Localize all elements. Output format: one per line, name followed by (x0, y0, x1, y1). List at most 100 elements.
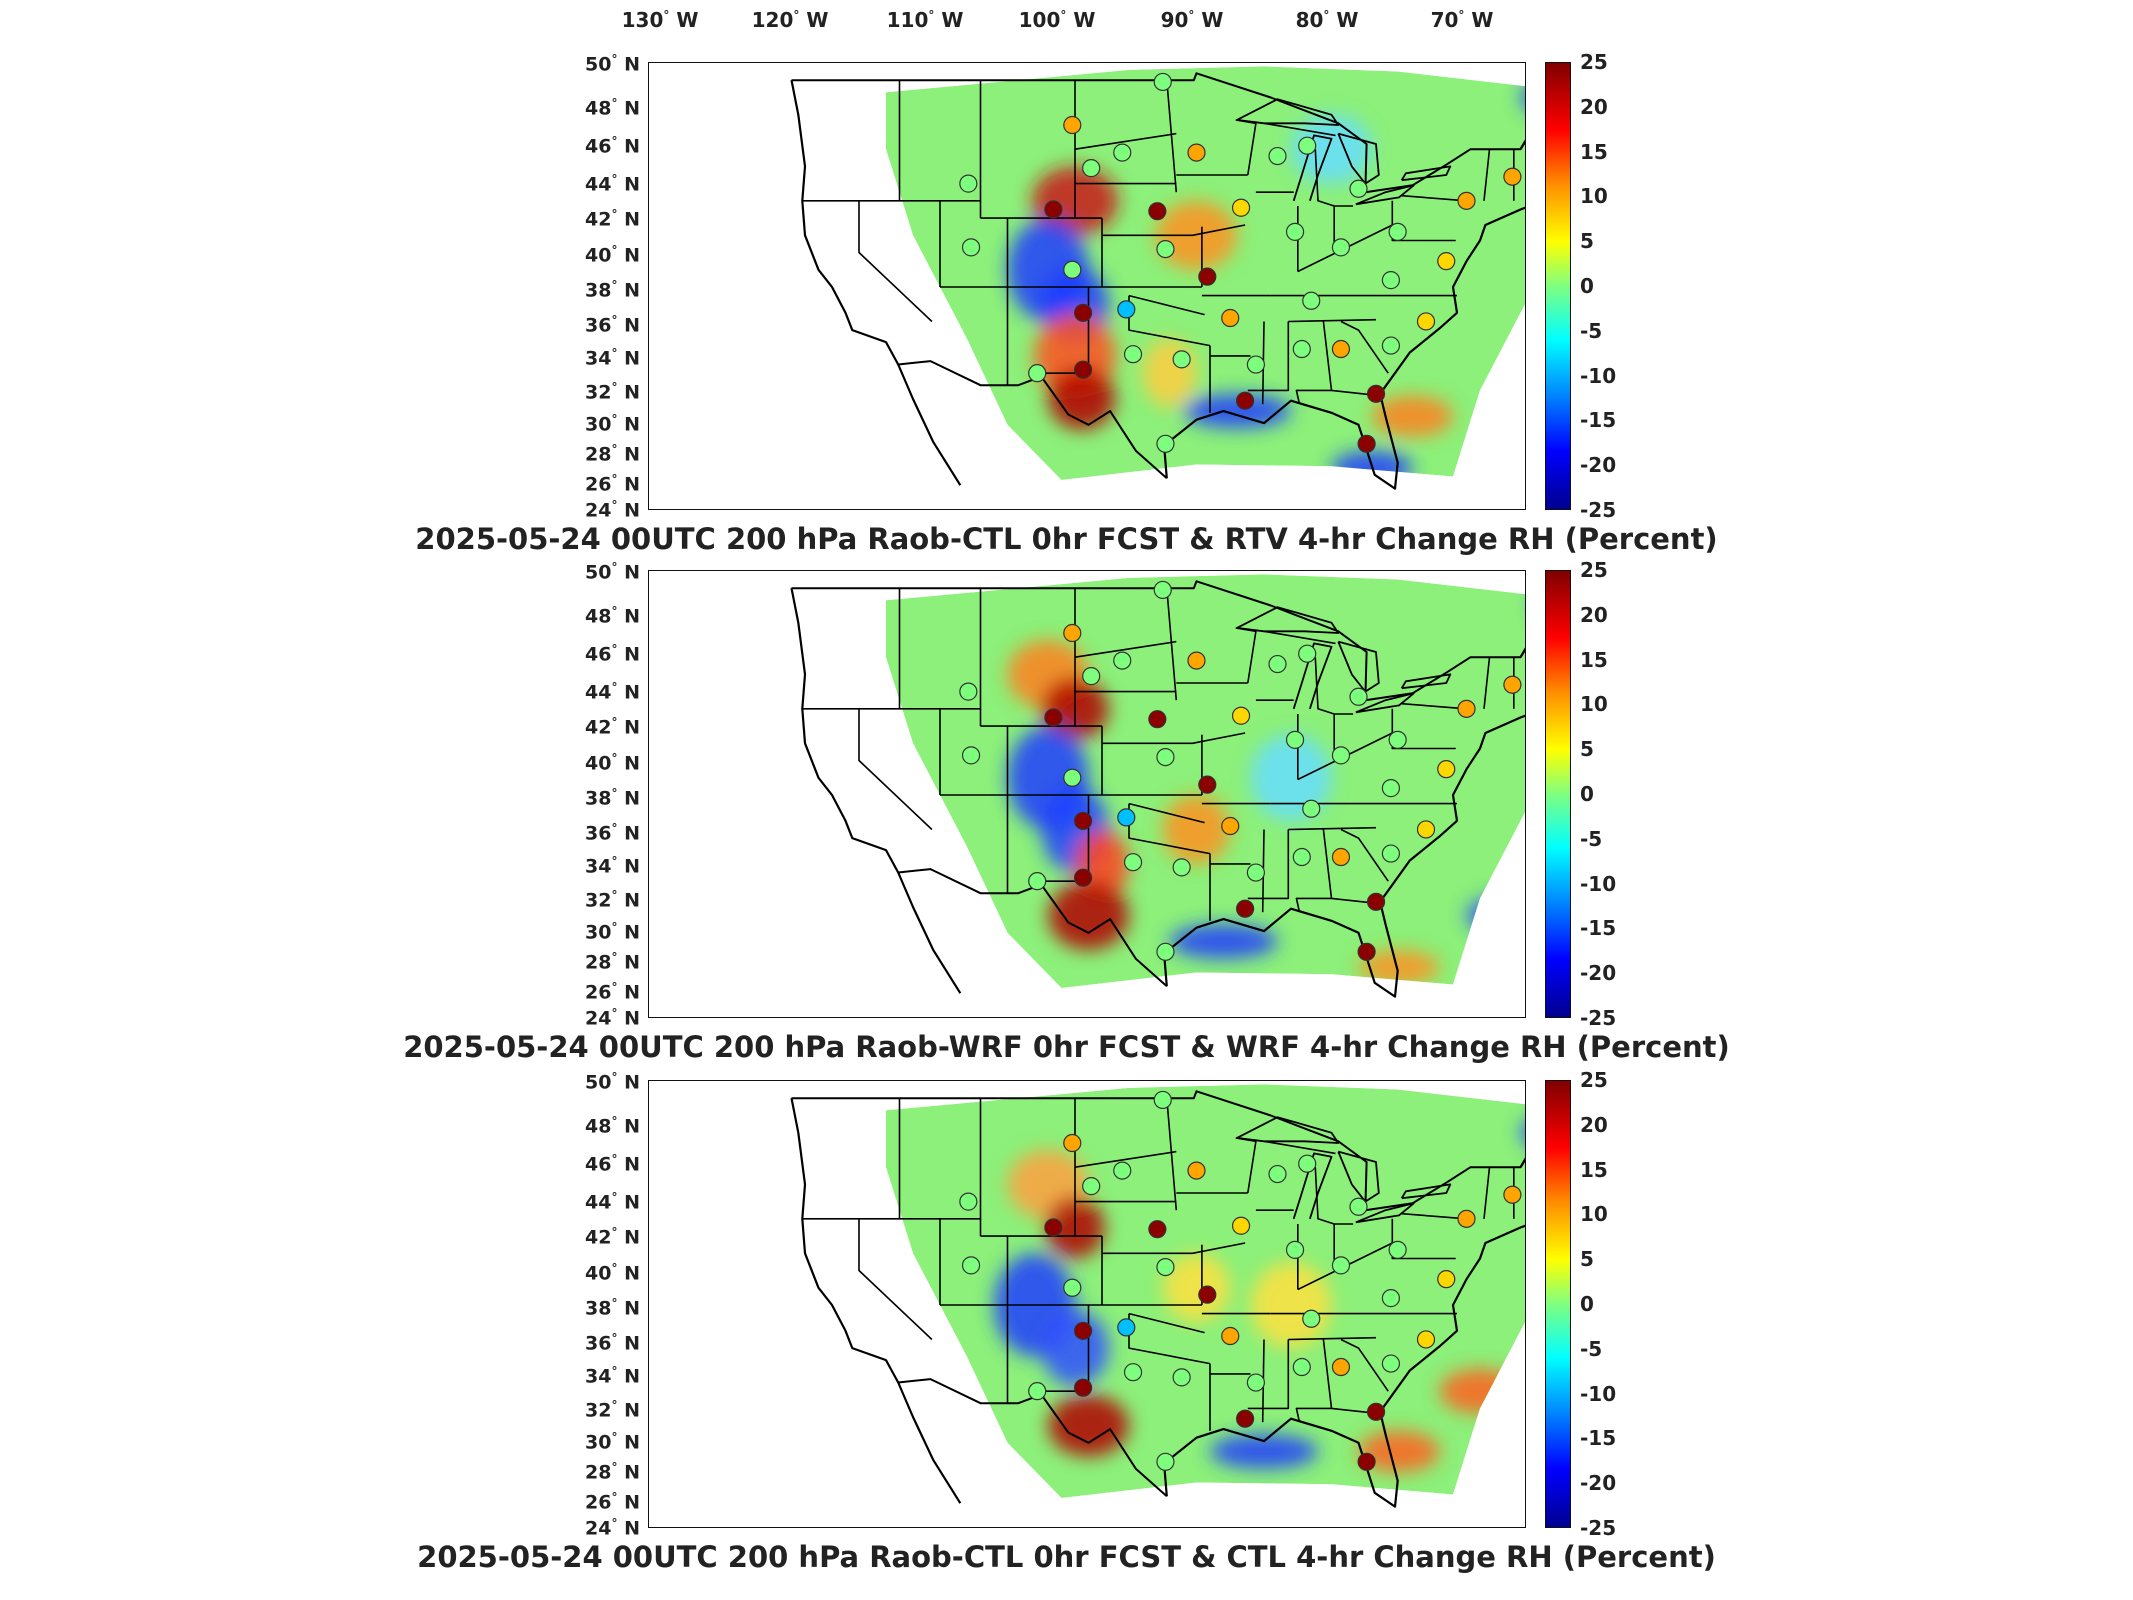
raob-station (1063, 115, 1082, 135)
state-border (858, 708, 933, 831)
great-lake (1236, 98, 1340, 126)
colorbar-tick: -20 (1580, 1471, 1617, 1496)
state-border (1483, 1167, 1491, 1219)
field-anomaly (1048, 368, 1116, 430)
lat-label: 40° N (585, 1261, 640, 1285)
raob-station (1268, 654, 1287, 674)
country-border (898, 1378, 1168, 1498)
raob-station (1156, 239, 1175, 259)
lon-label: 90° W (1160, 8, 1224, 32)
colorbar-tick: -5 (1580, 826, 1603, 851)
state-border (1295, 321, 1333, 403)
rh-change-map (790, 574, 1525, 998)
raob-station (1044, 200, 1063, 219)
raob-station (1063, 1133, 1082, 1153)
raob-station (1302, 1309, 1321, 1328)
raob-station (1381, 271, 1401, 290)
raob-station (1153, 1090, 1172, 1110)
raob-station (1302, 799, 1321, 818)
state-border (1074, 1150, 1177, 1168)
colorbar-tick: 25 (1580, 50, 1608, 74)
raob-station (1246, 355, 1266, 374)
state-border (1288, 1336, 1377, 1341)
raob-station (1416, 1330, 1436, 1349)
raob-station (1123, 853, 1143, 872)
raob-station (1187, 651, 1206, 670)
lat-label: 34° N (585, 1364, 640, 1388)
raob-station (1063, 260, 1082, 279)
state-border (1340, 320, 1389, 374)
colorbar-tick: -15 (1580, 1426, 1617, 1451)
raob-station (1457, 1209, 1476, 1228)
field-anomaly (1162, 795, 1231, 864)
field-anomaly (1169, 924, 1278, 959)
colorbar-tick: 5 (1580, 229, 1594, 254)
state-border (1263, 1140, 1336, 1155)
raob-station (1388, 222, 1407, 241)
raob-station (1187, 143, 1206, 162)
lat-label: 40° N (585, 751, 640, 775)
lat-label: 46° N (585, 134, 640, 158)
raob-station (1285, 1240, 1305, 1259)
lat-label: 48° N (585, 604, 640, 628)
raob-station (1416, 312, 1436, 331)
raob-station (1156, 1452, 1175, 1471)
colorbar-tick: 5 (1580, 737, 1594, 762)
state-border (1288, 318, 1377, 323)
lat-label: 44° N (585, 1190, 640, 1214)
field-anomaly (1048, 881, 1129, 951)
coastline (1163, 139, 1525, 490)
panel-title: 2025-05-24 00UTC 200 hPa Raob-WRF 0hr FC… (403, 1030, 1730, 1064)
field-anomaly (1142, 338, 1197, 408)
raob-station (1503, 1185, 1522, 1204)
colorbar-tick: 0 (1580, 782, 1594, 806)
great-lake (1337, 1150, 1380, 1203)
state-border (1401, 194, 1467, 202)
colorbar-tick: 25 (1580, 1068, 1608, 1092)
raob-station (1331, 1357, 1351, 1377)
coastline (1163, 1157, 1525, 1508)
raob-station (1113, 651, 1132, 670)
state-border (1314, 149, 1354, 207)
state-border (1314, 1167, 1354, 1225)
lat-label: 46° N (585, 642, 640, 666)
state-border (1074, 640, 1177, 658)
state-border (1340, 1338, 1389, 1392)
state-border (1074, 132, 1177, 150)
lon-label: 100° W (1018, 8, 1096, 32)
raob-station (959, 682, 978, 701)
colorbar-tick: 15 (1580, 139, 1608, 164)
raob-station (1437, 1270, 1456, 1289)
raob-station (1044, 1218, 1063, 1237)
field-anomaly (1372, 395, 1453, 437)
map-panel-1: 50° N 48° N 46° N 44° N 42° N 40° N 38° N 36° N… (0, 50, 2133, 572)
state-border (1391, 1218, 1456, 1260)
state-border (858, 200, 933, 323)
lat-label: 44° N (585, 172, 640, 196)
raob-station (1123, 1363, 1143, 1382)
raob-station (1153, 580, 1172, 600)
raob-station (1028, 1382, 1047, 1401)
state-border (1340, 828, 1389, 882)
raob-station (1366, 892, 1386, 911)
raob-station (1503, 675, 1522, 694)
state-border (1128, 802, 1205, 824)
great-lake (1355, 184, 1415, 206)
raob-station (1357, 434, 1376, 453)
colorbar-tick: -10 (1580, 363, 1617, 388)
raob-station (1117, 300, 1136, 319)
raob-station (1302, 291, 1321, 310)
raob-station (1366, 384, 1386, 403)
raob-station (1156, 434, 1175, 453)
colorbar-tick: 5 (1580, 1247, 1594, 1272)
raob-station (1028, 364, 1047, 383)
great-lake (1355, 692, 1415, 714)
colorbar-tick: 20 (1580, 602, 1608, 627)
raob-station (1298, 644, 1317, 663)
raob-station (1148, 1220, 1167, 1239)
map-panel-2: 50° N 48° N 46° N 44° N 42° N 40° N 38° N 36° N… (0, 558, 2133, 1080)
map-frame (648, 1080, 1526, 1528)
field-anomaly (1250, 1262, 1332, 1348)
coastline (790, 79, 962, 486)
lat-label: 46° N (585, 1152, 640, 1176)
